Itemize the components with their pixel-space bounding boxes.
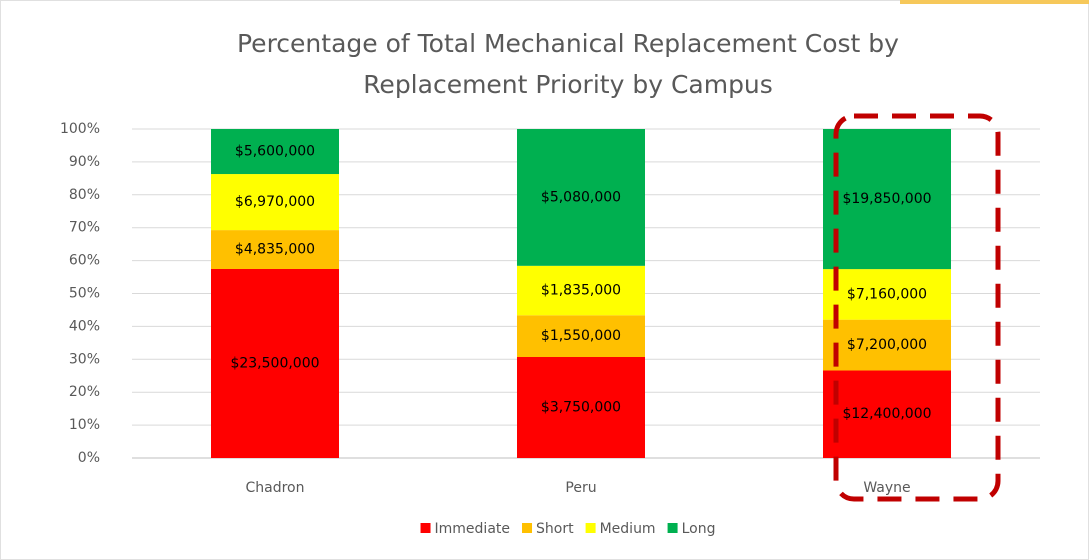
- chart-title: Replacement Priority by Campus: [363, 70, 773, 99]
- data-label: $5,600,000: [235, 144, 315, 160]
- y-tick-label: 60%: [69, 253, 100, 269]
- bar-segment: [517, 265, 645, 316]
- bar-segment: [211, 268, 339, 458]
- legend-label: Immediate: [435, 521, 510, 537]
- highlight-box: [833, 113, 1001, 502]
- data-label: $7,160,000: [847, 286, 927, 302]
- bar-segment: [517, 129, 645, 266]
- y-tick-label: 100%: [60, 121, 100, 137]
- bar-segment: [823, 129, 951, 270]
- data-label: $19,850,000: [842, 191, 931, 207]
- y-tick-label: 90%: [69, 154, 100, 170]
- data-label: $6,970,000: [235, 194, 315, 210]
- y-tick-label: 20%: [69, 384, 100, 400]
- data-label: $1,835,000: [541, 283, 621, 299]
- legend-swatch: [522, 523, 533, 533]
- data-label: $23,500,000: [230, 355, 319, 371]
- bar-segment: [517, 356, 645, 458]
- legend-swatch: [420, 523, 431, 533]
- data-label: $1,550,000: [541, 328, 621, 344]
- y-tick-label: 30%: [69, 351, 100, 367]
- data-label: $4,835,000: [235, 242, 315, 258]
- data-label: $7,200,000: [847, 337, 927, 353]
- y-tick-label: 50%: [69, 286, 100, 302]
- legend-label: Short: [536, 521, 574, 537]
- x-tick-label: Peru: [565, 480, 596, 496]
- data-label: $12,400,000: [842, 406, 931, 422]
- bar-segment: [211, 230, 339, 269]
- legend-label: Long: [682, 521, 716, 537]
- legend-swatch: [667, 523, 678, 533]
- bar-segment: [823, 269, 951, 320]
- y-tick-label: 0%: [78, 450, 100, 466]
- top-accent: [900, 0, 1089, 4]
- bar-segment: [517, 315, 645, 357]
- y-tick-label: 70%: [69, 220, 100, 236]
- y-tick-label: 10%: [69, 417, 100, 433]
- bar-segment: [823, 319, 951, 371]
- bar-segment: [211, 174, 339, 231]
- data-label: $5,080,000: [541, 189, 621, 205]
- bar-segment: [823, 370, 951, 458]
- bar-segment: [211, 129, 339, 175]
- legend-swatch: [585, 523, 596, 533]
- chart-title: Percentage of Total Mechanical Replaceme…: [237, 29, 899, 58]
- plot: 0% 10% 20% 30% 40% 50% 60% 70% 80% 90% 100% Chadron…: [60, 121, 1040, 537]
- y-tick-label: 40%: [69, 318, 100, 334]
- legend-label: Medium: [600, 521, 656, 537]
- x-tick-label: Wayne: [863, 480, 910, 496]
- data-label: $3,750,000: [541, 399, 621, 415]
- x-tick-label: Chadron: [245, 480, 304, 496]
- y-tick-label: 80%: [69, 187, 100, 203]
